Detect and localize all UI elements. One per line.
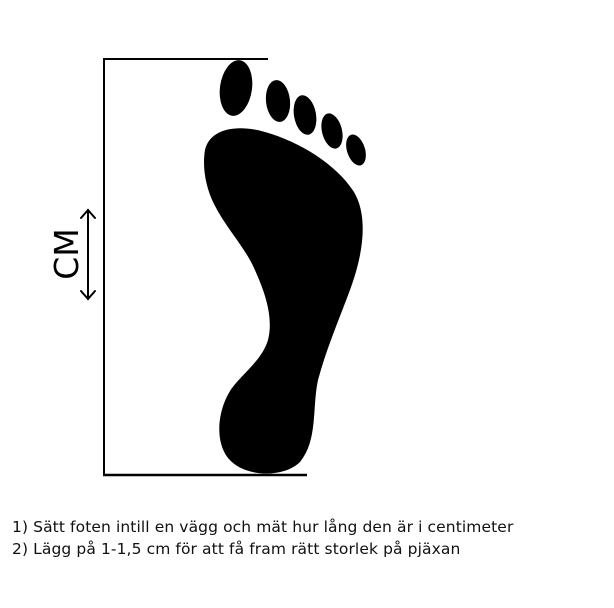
second-toe bbox=[265, 80, 291, 122]
instruction-step-2: 2) Lägg på 1-1,5 cm för att få fram rätt… bbox=[12, 540, 461, 558]
double-arrow-icon bbox=[80, 208, 96, 301]
instruction-step-1: 1) Sätt foten intill en vägg och mät hur… bbox=[12, 518, 514, 536]
instructions: 1) Sätt foten intill en vägg och mät hur… bbox=[12, 516, 612, 560]
foot-icon bbox=[204, 60, 366, 474]
third-toe bbox=[293, 95, 317, 135]
big-toe bbox=[219, 60, 253, 116]
little-toe bbox=[346, 134, 366, 166]
fourth-toe bbox=[321, 113, 343, 149]
sole bbox=[204, 128, 363, 474]
unit-label: CM bbox=[47, 228, 86, 280]
